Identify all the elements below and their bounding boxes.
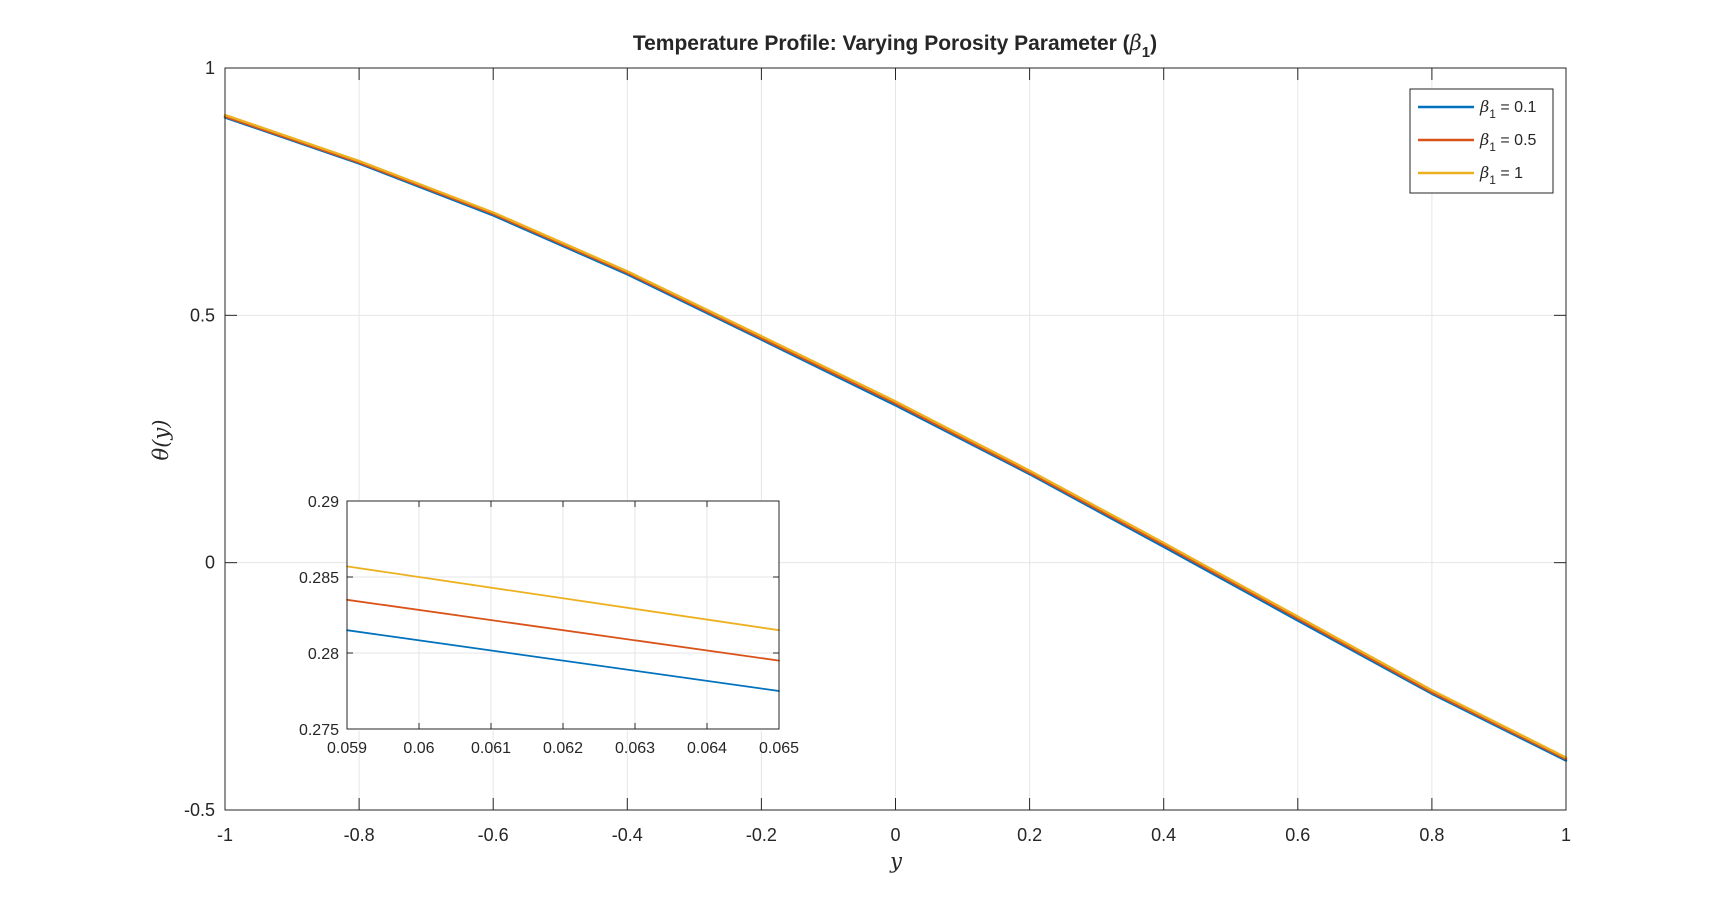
inset-series-line-2	[346, 565, 780, 632]
main-x-tick-label-5: 0	[890, 825, 900, 845]
inset-series-lines	[346, 565, 780, 692]
main-series-line-2	[223, 113, 1568, 759]
legend-value-0: = 0.1	[1496, 99, 1537, 116]
legend-symbol-0: β	[1479, 97, 1489, 116]
main-x-tick-label-3: -0.4	[612, 825, 643, 845]
inset-x-tick-label-6: 0.065	[759, 740, 799, 757]
main-x-tick-label-4: -0.2	[746, 825, 777, 845]
inset-x-tick-label-5: 0.064	[687, 740, 727, 757]
inset-axes	[346, 500, 780, 730]
x-axis-label: y	[889, 849, 903, 873]
main-series-line-1	[223, 115, 1568, 761]
inset-y-tick-label-1: 0.28	[308, 646, 339, 663]
inset-tick-labels: 0.059 0.06 0.061 0.062 0.063 0.064 0.065 0.275 0…	[299, 494, 799, 757]
title-suffix: )	[1150, 32, 1157, 55]
chart-title: Temperature Profile: Varying Porosity Pa…	[633, 31, 1157, 61]
inset-x-tick-label-2: 0.061	[471, 740, 511, 757]
inset-y-tick-label-2: 0.285	[299, 570, 339, 587]
main-x-tick-label-10: 1	[1561, 825, 1571, 845]
main-tick-labels: -1 -0.8 -0.6 -0.4 -0.2 0 0.2 0.4 0.6 0.8 1 -0.5 0 0.5…	[184, 58, 1571, 845]
main-series-lines	[223, 113, 1568, 762]
inset-series-line-0	[346, 629, 780, 692]
main-x-tick-label-7: 0.4	[1151, 825, 1176, 845]
legend-subscript-2: 1	[1489, 173, 1496, 187]
inset-x-tick-label-4: 0.063	[615, 740, 655, 757]
inset-x-tick-label-0: 0.059	[327, 740, 367, 757]
inset-x-tick-label-3: 0.062	[543, 740, 583, 757]
y-axis-label: θ(y)	[149, 420, 173, 461]
main-y-tick-label-3: 1	[205, 58, 215, 78]
title-symbol: β	[1129, 31, 1142, 55]
main-x-tick-label-1: -0.8	[344, 825, 375, 845]
legend-value-2: = 1	[1496, 165, 1523, 182]
main-axes	[224, 67, 1567, 811]
legend-subscript-1: 1	[1489, 140, 1496, 154]
main-x-tick-label-9: 0.8	[1419, 825, 1444, 845]
main-x-tick-label-6: 0.2	[1017, 825, 1042, 845]
main-y-tick-label-1: 0	[205, 553, 215, 573]
inset-series-line-1	[346, 598, 780, 662]
inset-zoom-chart: 0.059 0.06 0.061 0.062 0.063 0.064 0.065 0.275 0…	[299, 494, 799, 757]
main-x-tick-label-8: 0.6	[1285, 825, 1310, 845]
inset-y-tick-label-3: 0.29	[308, 494, 339, 511]
legend-entry-1: β1 = 0.5	[1479, 130, 1537, 154]
title-subscript: 1	[1142, 44, 1150, 61]
legend-subscript-0: 1	[1489, 107, 1496, 121]
main-x-tick-label-2: -0.6	[478, 825, 509, 845]
inset-y-tick-label-0: 0.275	[299, 722, 339, 739]
legend-symbol-2: β	[1479, 163, 1489, 182]
legend: β1 = 0.1β1 = 0.5β1 = 1	[1409, 88, 1554, 194]
legend-value-1: = 0.5	[1496, 132, 1537, 149]
main-x-tick-label-0: -1	[217, 825, 233, 845]
legend-entry-0: β1 = 0.1	[1479, 97, 1537, 121]
main-y-tick-label-0: -0.5	[184, 800, 215, 820]
inset-x-tick-label-1: 0.06	[403, 740, 434, 757]
legend-entry-2: β1 = 1	[1479, 163, 1523, 187]
legend-symbol-1: β	[1479, 130, 1489, 149]
title-prefix: Temperature Profile: Varying Porosity Pa…	[633, 32, 1130, 55]
main-y-tick-label-2: 0.5	[190, 305, 215, 325]
main-series-line-0	[223, 116, 1568, 762]
